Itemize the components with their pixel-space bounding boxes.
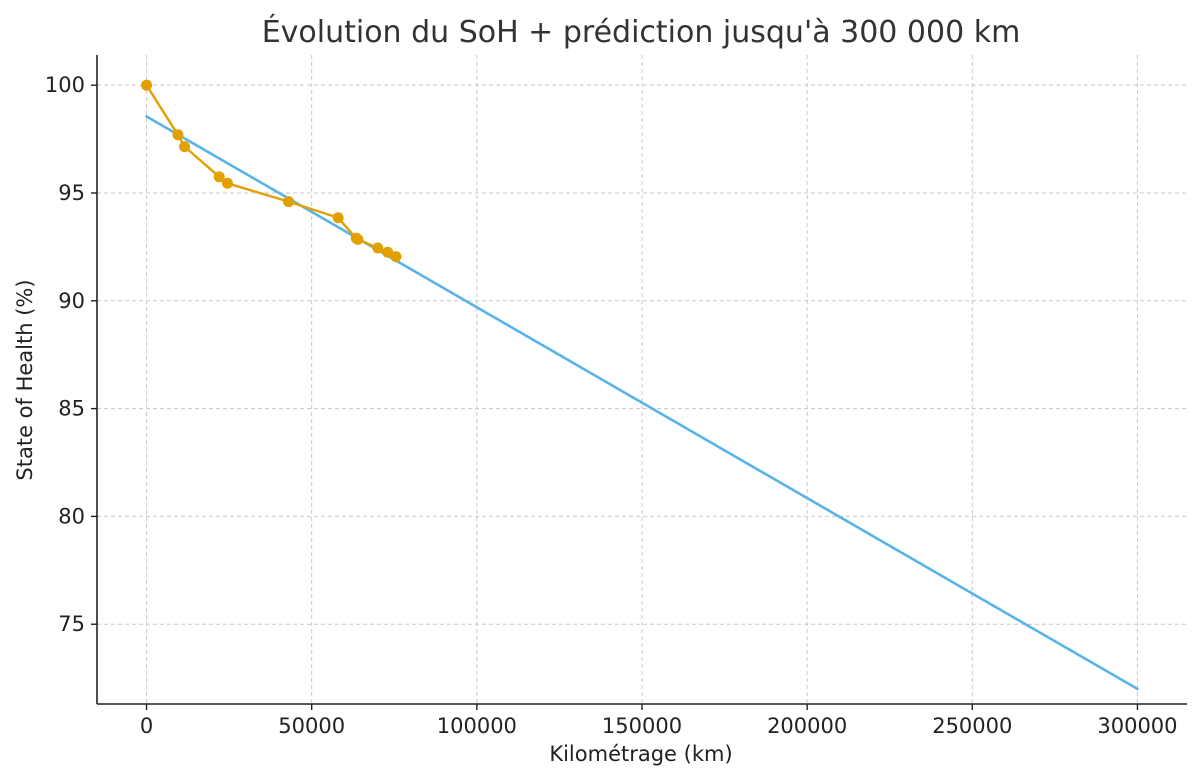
measured-point bbox=[283, 196, 295, 208]
y-tick-label: 95 bbox=[58, 181, 85, 205]
x-tick-label: 250000 bbox=[932, 714, 1012, 738]
measured-point bbox=[332, 212, 344, 224]
chart-title: Évolution du SoH + prédiction jusqu'à 30… bbox=[262, 14, 1021, 50]
ticks: 0 50000 100000 150000 200000 250000 300000 75 80… bbox=[45, 73, 1178, 738]
measured-point bbox=[382, 246, 394, 258]
x-axis-label: Kilométrage (km) bbox=[549, 742, 732, 766]
measured-point bbox=[372, 242, 384, 254]
y-tick-label: 90 bbox=[58, 289, 85, 313]
y-tick-label: 85 bbox=[58, 397, 85, 421]
measured-point bbox=[213, 171, 225, 183]
y-tick-label: 80 bbox=[58, 504, 85, 528]
measured-point bbox=[172, 129, 184, 141]
measured-point bbox=[179, 141, 191, 153]
y-tick-label: 75 bbox=[58, 612, 85, 636]
measured-point bbox=[390, 251, 402, 263]
x-tick-label: 150000 bbox=[602, 714, 682, 738]
x-tick-label: 300000 bbox=[1097, 714, 1177, 738]
y-tick-label: 100 bbox=[45, 73, 85, 97]
measured-series-line bbox=[145, 83, 398, 258]
x-tick-label: 0 bbox=[140, 714, 153, 738]
x-tick-label: 50000 bbox=[278, 714, 345, 738]
measured-point bbox=[141, 79, 153, 91]
x-tick-label: 100000 bbox=[437, 714, 517, 738]
prediction-series-line bbox=[145, 115, 1139, 691]
grid bbox=[97, 55, 1187, 704]
y-axis-label: State of Health (%) bbox=[13, 279, 37, 480]
series-layer bbox=[141, 79, 1139, 691]
measured-point bbox=[352, 233, 364, 245]
x-tick-label: 200000 bbox=[767, 714, 847, 738]
measured-point bbox=[221, 177, 233, 189]
